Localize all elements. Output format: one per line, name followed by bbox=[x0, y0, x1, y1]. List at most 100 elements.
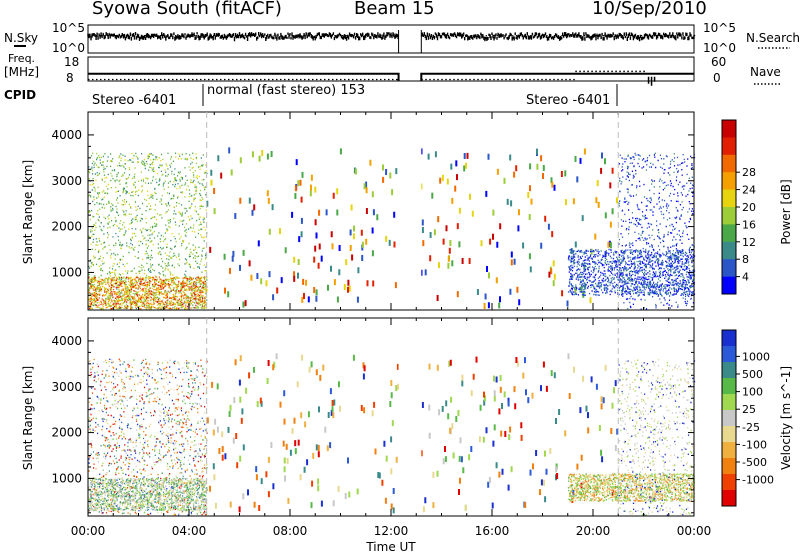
scatter-cell-group bbox=[421, 150, 603, 307]
scatter-cell-group bbox=[436, 152, 612, 301]
scatter-cell-group bbox=[88, 276, 207, 310]
x-tick-label: 12:00 bbox=[374, 524, 409, 538]
y-tick-label: 4000 bbox=[51, 128, 82, 142]
velocity-colorbar-label: Velocity [m s^-1] bbox=[779, 366, 793, 470]
colorbar-swatch bbox=[722, 224, 736, 243]
freq-trace bbox=[88, 70, 694, 86]
colorbar-swatch bbox=[722, 458, 736, 475]
y-tick-label: 1000 bbox=[51, 471, 82, 485]
scatter-cell-group bbox=[421, 148, 587, 295]
colorbar-swatch bbox=[722, 362, 736, 379]
nsky-panel-frame bbox=[87, 24, 695, 54]
velocity-scatter bbox=[88, 318, 696, 516]
colorbar-tick-label: 500 bbox=[742, 368, 763, 381]
scatter-cell-group bbox=[89, 360, 208, 516]
scatter-cell-group bbox=[447, 148, 612, 309]
scatter-cell-group bbox=[618, 360, 695, 512]
cpid-segment-2: normal (fast stereo) 153 bbox=[207, 83, 365, 98]
freq-panel-frame bbox=[87, 56, 695, 82]
scatter-cell-group bbox=[229, 361, 398, 498]
y-tick-label: 3000 bbox=[51, 174, 82, 188]
scatter-cell-group bbox=[206, 359, 393, 510]
colorbar-swatch bbox=[722, 207, 736, 225]
colorbar-swatch bbox=[722, 346, 736, 363]
colorbar-tick-label: 25 bbox=[742, 403, 756, 416]
scatter-cell-group bbox=[568, 249, 694, 296]
cpid-segment-3: Stereo -6401 bbox=[526, 93, 610, 108]
nsearch-ytick-bottom: 10^0 bbox=[703, 41, 736, 55]
y-tick-label: 2000 bbox=[51, 426, 82, 440]
beam-title: Beam 15 bbox=[354, 0, 435, 19]
scatter-cell-group bbox=[216, 354, 393, 509]
scatter-cell-group bbox=[213, 354, 393, 509]
colorbar-swatch bbox=[722, 276, 736, 295]
x-tick-label: 16:00 bbox=[475, 524, 510, 538]
freq-ytick-bottom: 8 bbox=[66, 71, 74, 85]
colorbar-tick-label: -1000 bbox=[742, 474, 774, 487]
data-gap bbox=[398, 318, 422, 516]
scatter-cell-group bbox=[250, 159, 372, 303]
scatter-cell-group bbox=[213, 151, 394, 285]
colorbar-frame bbox=[721, 329, 737, 507]
freq-dropouts bbox=[647, 76, 656, 86]
velocity-axes: 1000 2000 3000 4000 bbox=[51, 318, 695, 516]
colorbar-swatch bbox=[722, 442, 736, 459]
nave-ytick-bottom: 0 bbox=[713, 71, 721, 85]
scatter-cell-group bbox=[618, 361, 695, 516]
colorbar-swatch bbox=[722, 172, 736, 190]
nave-ytick-top: 60 bbox=[711, 55, 726, 69]
colorbar-swatch bbox=[722, 137, 736, 156]
nsearch-ytick-top: 10^5 bbox=[703, 21, 736, 35]
velocity-ylabel: Slant Range [km] bbox=[21, 366, 35, 470]
scatter-cell-group bbox=[421, 376, 617, 509]
colorbar-swatch bbox=[722, 426, 736, 443]
radar-title: Syowa South (fitACF) bbox=[92, 0, 282, 19]
scatter-cell-group bbox=[618, 153, 695, 310]
scatter-cell-group bbox=[420, 373, 574, 503]
scatter-cell-group bbox=[212, 355, 400, 508]
y-tick-label: 4000 bbox=[51, 334, 82, 348]
colorbar-swatch bbox=[722, 120, 736, 138]
power-colorbar-label: Power [dB] bbox=[779, 179, 793, 244]
scatter-cell-group bbox=[88, 477, 207, 512]
scatter-cell-group bbox=[459, 386, 613, 508]
colorbar-swatch bbox=[722, 330, 736, 347]
scatter-cell-group bbox=[618, 154, 696, 310]
scatter-cell-group bbox=[420, 148, 611, 309]
colorbar-tick-label: -500 bbox=[742, 456, 767, 469]
scatter-cell-group bbox=[257, 159, 396, 303]
colorbar-tick-label: 28 bbox=[742, 166, 756, 179]
nsearch-label: N.Search bbox=[746, 31, 800, 45]
scatter-cell-group bbox=[569, 473, 696, 502]
nsky-ytick-bottom: 10^0 bbox=[52, 41, 85, 55]
scatter-cell-group bbox=[429, 165, 614, 297]
colorbar-swatch bbox=[722, 189, 736, 208]
colorbar-tick-label: -100 bbox=[742, 438, 767, 451]
scatter-cell-group bbox=[420, 162, 618, 304]
nsky-series bbox=[87, 32, 695, 42]
nsky-ytick-top: 10^5 bbox=[52, 21, 85, 35]
y-tick-label: 3000 bbox=[51, 380, 82, 394]
scatter-cell-group bbox=[228, 147, 388, 303]
scatter-cell-group bbox=[214, 353, 347, 507]
x-tick-label: 20:00 bbox=[576, 524, 611, 538]
scatter-cell-group bbox=[460, 357, 619, 508]
x-tick-labels: 00:00 04:00 08:00 12:00 16:00 20:00 00:00 bbox=[71, 524, 712, 538]
colorbar-swatch bbox=[722, 259, 736, 277]
colorbar-tick-label: 4 bbox=[742, 271, 749, 284]
nsky-label: N.Sky bbox=[4, 31, 38, 45]
x-tick-label: 00:00 bbox=[677, 524, 712, 538]
date-title: 10/Sep/2010 bbox=[592, 0, 707, 19]
scatter-cell-group bbox=[618, 152, 695, 310]
power-ylabel: Slant Range [km] bbox=[21, 160, 35, 264]
cpid-label: CPID bbox=[4, 88, 36, 102]
colorbar-tick-label: -25 bbox=[742, 421, 760, 434]
scatter-cell-group bbox=[224, 373, 386, 507]
scatter-cell-group bbox=[444, 356, 614, 496]
scatter-cell-group bbox=[221, 363, 399, 511]
colorbar-swatch bbox=[722, 474, 736, 491]
data-gap bbox=[398, 112, 422, 310]
scatter-cell-group bbox=[422, 360, 607, 513]
scatter-cell-group bbox=[88, 358, 207, 516]
